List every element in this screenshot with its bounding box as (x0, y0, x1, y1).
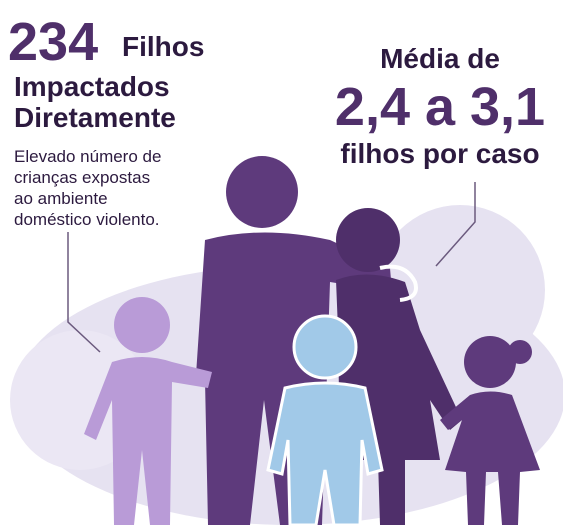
left-child-body (84, 357, 212, 525)
boy-head (292, 314, 358, 380)
connector-line (435, 182, 476, 267)
girl-head (464, 336, 516, 388)
father-head (226, 156, 298, 228)
mother-head (336, 208, 400, 272)
description-line: ao ambiente (14, 189, 108, 208)
connectors (67, 182, 476, 353)
family (84, 156, 540, 527)
headline-number: 234 (8, 12, 98, 72)
headline-line: Diretamente (14, 102, 176, 133)
headline-word: Filhos (122, 31, 204, 62)
description-line: Elevado número de (14, 147, 161, 166)
headline-line: Impactados (14, 71, 170, 102)
girl-body (440, 391, 540, 525)
father-body (196, 232, 392, 525)
right-text: Média de 2,4 a 3,1 filhos por caso (335, 43, 545, 169)
mother-arm-outline (379, 264, 418, 302)
girl-pigtail (508, 340, 532, 364)
average-label: Média de (380, 43, 500, 74)
left-text: 234 Filhos Impactados Diretamente Elevad… (8, 12, 204, 229)
connector-line (67, 232, 101, 353)
average-range: 2,4 a 3,1 (335, 77, 545, 137)
description-line: crianças expostas (14, 168, 150, 187)
description-line: doméstico violento. (14, 210, 160, 229)
average-unit: filhos por caso (340, 138, 539, 169)
left-child-head (114, 297, 170, 353)
mother-body (336, 274, 462, 525)
